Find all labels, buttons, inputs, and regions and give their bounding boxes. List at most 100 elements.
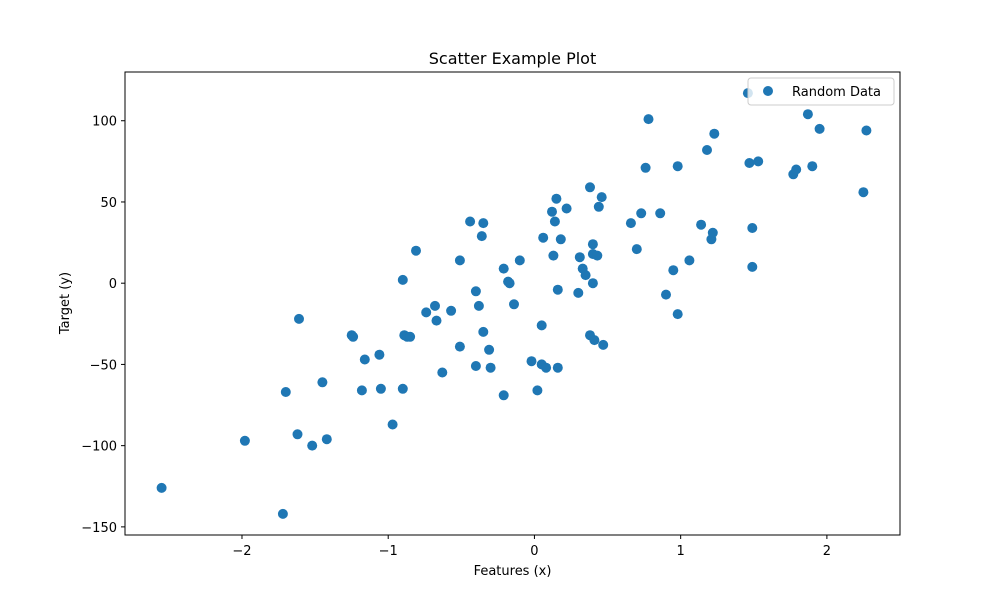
- data-point: [744, 158, 755, 168]
- legend-label: Random Data: [792, 85, 881, 100]
- y-tick-label: 0: [109, 277, 117, 292]
- data-point: [802, 109, 813, 120]
- data-point: [478, 218, 489, 229]
- x-tick-label: −1: [379, 544, 398, 559]
- data-point: [431, 315, 442, 326]
- data-point: [861, 125, 872, 136]
- data-point: [672, 309, 683, 320]
- data-point: [807, 161, 818, 172]
- data-point: [547, 206, 557, 217]
- data-point: [277, 508, 288, 519]
- data-point: [485, 362, 496, 373]
- data-point: [317, 377, 328, 388]
- data-points: [156, 88, 872, 519]
- data-point: [470, 286, 481, 297]
- data-point: [668, 265, 679, 276]
- data-point: [526, 356, 537, 367]
- data-point: [294, 313, 304, 324]
- x-tick-label: 2: [823, 544, 831, 559]
- legend-marker: [763, 86, 773, 96]
- legend: Random Data: [747, 77, 895, 106]
- data-point: [587, 278, 598, 289]
- data-point: [661, 289, 671, 300]
- y-tick-label: 100: [92, 115, 117, 130]
- x-tick-label: 1: [677, 544, 685, 559]
- data-point: [552, 284, 563, 295]
- data-point: [292, 429, 303, 440]
- data-point: [548, 250, 559, 261]
- data-point: [307, 440, 318, 451]
- y-axis-label: Target (y): [58, 272, 73, 335]
- data-point: [625, 218, 636, 229]
- data-point: [555, 234, 566, 245]
- data-point: [573, 287, 584, 298]
- x-tick-label: −2: [232, 544, 251, 559]
- legend-box: [747, 77, 895, 106]
- y-tick-label: −50: [90, 358, 117, 373]
- data-point: [397, 274, 408, 285]
- data-point: [709, 128, 720, 139]
- data-point: [814, 123, 825, 134]
- data-point: [702, 145, 712, 155]
- data-point: [454, 341, 465, 352]
- data-point: [636, 208, 647, 219]
- x-axis-ticks: −2 −1 0 1 2: [232, 535, 831, 559]
- data-point: [655, 208, 666, 219]
- data-point: [498, 390, 509, 401]
- data-point: [454, 255, 465, 266]
- data-point: [348, 331, 359, 342]
- data-point: [405, 331, 416, 342]
- data-point: [239, 435, 250, 446]
- y-tick-label: −150: [81, 521, 117, 536]
- x-axis-label: Features (x): [474, 564, 552, 579]
- data-point: [446, 305, 457, 316]
- data-point: [791, 164, 802, 175]
- data-point: [580, 270, 591, 281]
- data-point: [707, 227, 718, 238]
- data-point: [631, 244, 642, 255]
- data-point: [359, 354, 370, 365]
- data-point: [561, 203, 572, 214]
- data-point: [587, 239, 598, 250]
- data-point: [747, 261, 758, 272]
- data-point: [356, 385, 367, 396]
- data-point: [858, 187, 869, 198]
- data-point: [280, 387, 291, 397]
- data-point: [598, 339, 609, 350]
- y-tick-label: 50: [100, 196, 117, 211]
- data-point: [484, 344, 495, 355]
- data-point: [411, 245, 421, 256]
- data-point: [430, 300, 440, 311]
- data-point: [514, 255, 525, 266]
- data-point: [672, 161, 683, 172]
- data-point: [473, 300, 484, 311]
- data-point: [696, 219, 707, 230]
- data-point: [504, 278, 515, 289]
- data-point: [596, 192, 607, 203]
- data-point: [589, 335, 600, 346]
- data-point: [640, 162, 651, 173]
- chart-title: Scatter Example Plot: [429, 49, 596, 68]
- data-point: [593, 201, 604, 212]
- data-point: [532, 385, 543, 396]
- x-tick-label: 0: [530, 544, 538, 559]
- data-point: [476, 231, 487, 242]
- data-point: [592, 250, 603, 261]
- data-point: [321, 434, 332, 445]
- y-tick-label: −100: [81, 440, 117, 455]
- data-point: [478, 326, 489, 337]
- data-point: [585, 182, 595, 193]
- data-point: [387, 419, 398, 430]
- data-point: [509, 299, 519, 310]
- data-point: [551, 193, 562, 204]
- data-point: [552, 362, 563, 373]
- y-axis-ticks: −150 −100 −50 0 50 100: [81, 115, 125, 536]
- data-point: [541, 362, 552, 373]
- data-point: [375, 383, 386, 394]
- data-point: [374, 349, 385, 360]
- data-point: [574, 252, 585, 263]
- data-point: [421, 307, 432, 318]
- data-point: [538, 232, 549, 243]
- plot-frame: [124, 71, 901, 536]
